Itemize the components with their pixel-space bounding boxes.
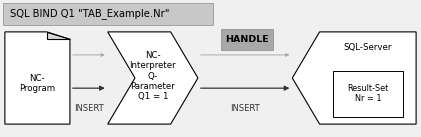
Text: HANDLE: HANDLE [225,35,269,44]
Text: INSERT: INSERT [231,104,260,113]
Text: SQL BIND Q1 "TAB_Example.Nr": SQL BIND Q1 "TAB_Example.Nr" [11,8,170,19]
Text: NC-
Program: NC- Program [19,74,56,93]
Polygon shape [5,32,70,124]
Polygon shape [47,32,70,39]
Polygon shape [292,32,416,124]
Text: INSERT: INSERT [74,104,104,113]
FancyBboxPatch shape [3,3,213,25]
Text: SQL-Server: SQL-Server [344,43,392,52]
FancyBboxPatch shape [333,71,402,117]
Text: NC-
Interpreter
Q-
Parameter
Q1 = 1: NC- Interpreter Q- Parameter Q1 = 1 [130,51,176,101]
FancyBboxPatch shape [221,29,274,50]
Text: Result-Set
Nr = 1: Result-Set Nr = 1 [347,84,389,103]
Polygon shape [108,32,198,124]
